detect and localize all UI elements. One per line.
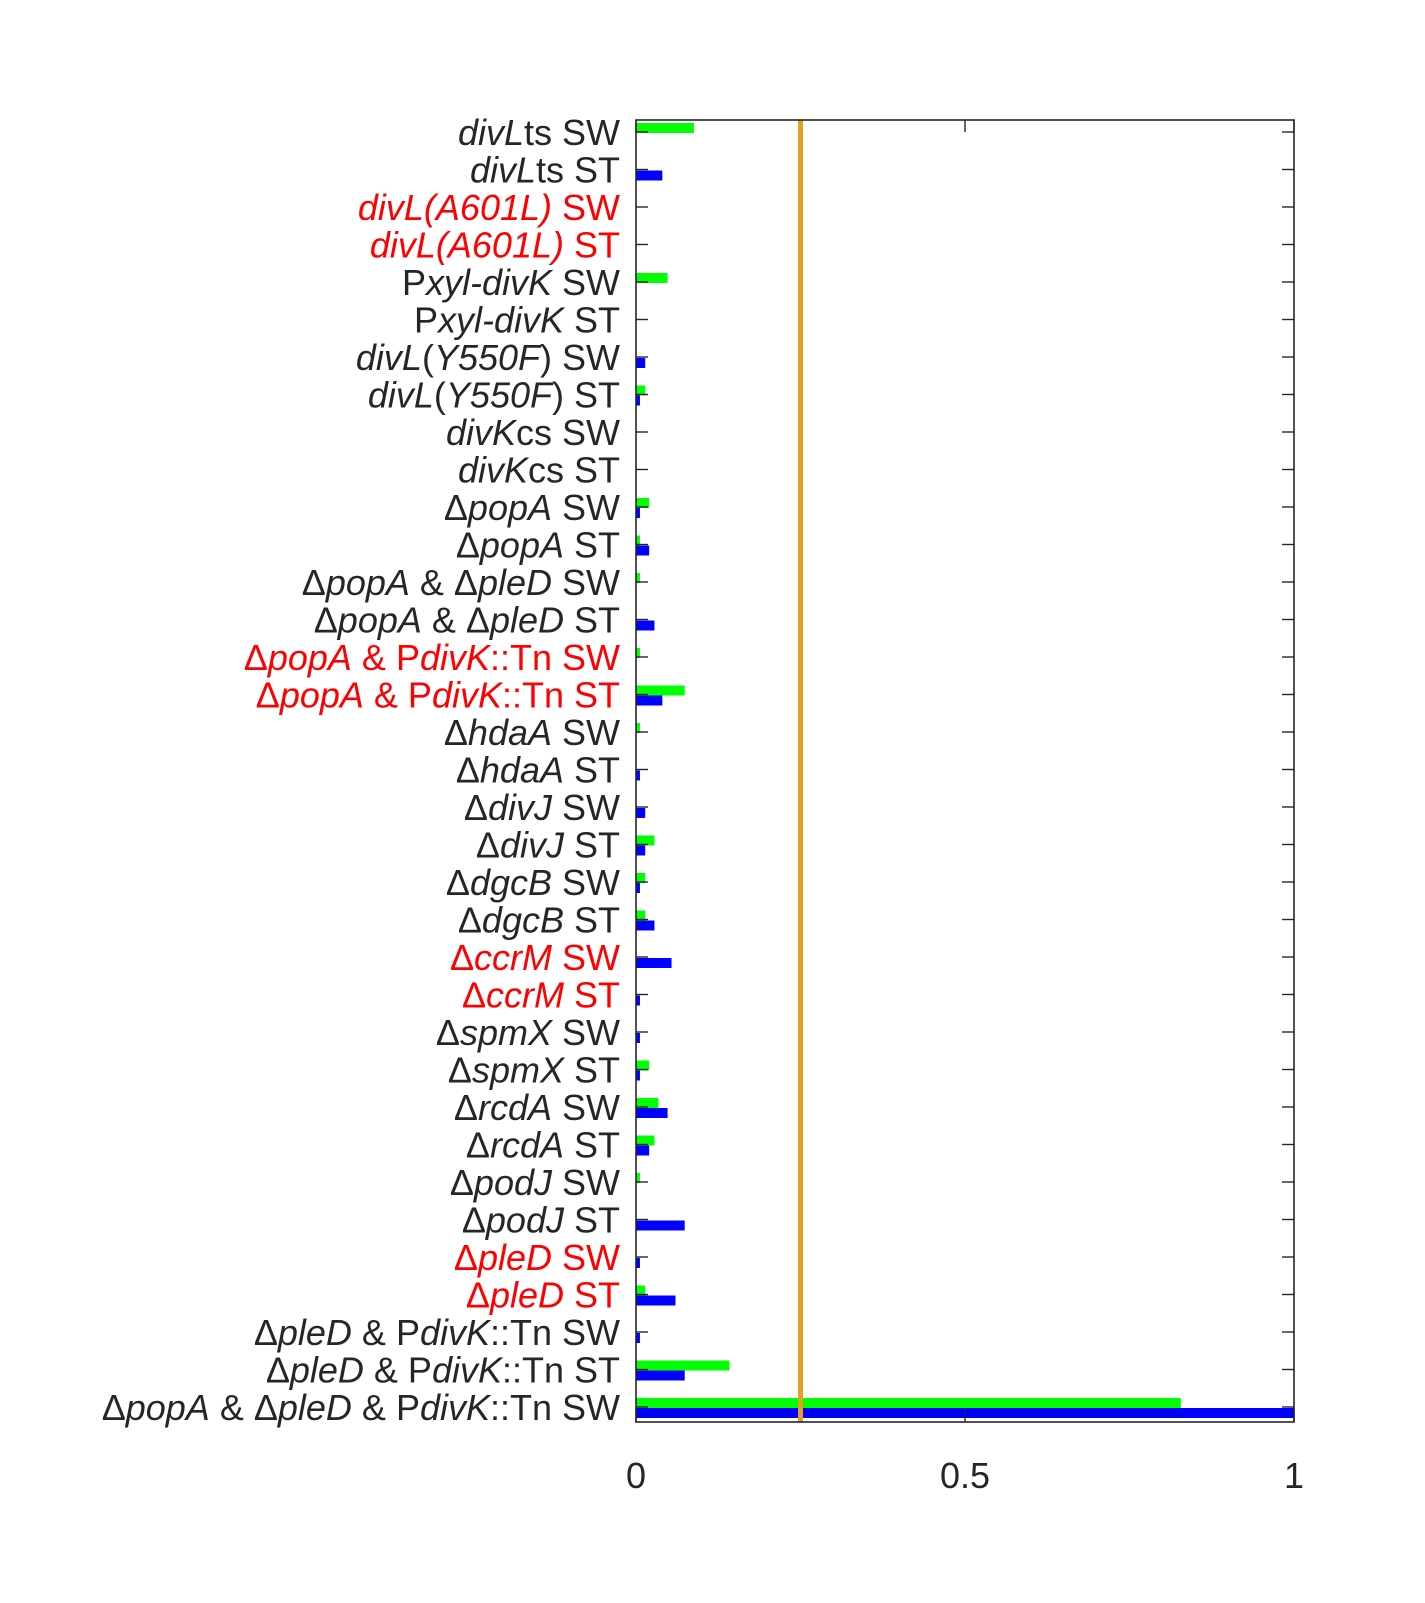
bar-s1-19: [636, 845, 646, 856]
bar-s1-7: [636, 395, 640, 406]
plot-background: [636, 120, 1294, 1422]
category-label-6: divL(Y550F) SW: [356, 337, 620, 378]
bar-s0-12: [636, 573, 640, 583]
category-label-22: ΔccrM SW: [450, 937, 620, 978]
bar-s1-22: [636, 958, 672, 968]
bar-s1-29: [636, 1220, 685, 1231]
category-label-14: ΔpopA & PdivK::Tn SW: [244, 637, 620, 678]
category-label-3: divL(A601L) ST: [370, 225, 620, 266]
category-label-26: ΔrcdA SW: [454, 1087, 620, 1128]
bar-s0-10: [636, 498, 650, 508]
category-label-21: ΔdgcB ST: [458, 900, 620, 941]
category-label-33: ΔpleD & PdivK::Tn ST: [266, 1350, 620, 1391]
bar-s0-33: [636, 1360, 730, 1371]
bar-s1-15: [636, 695, 663, 706]
category-label-8: divKcs SW: [446, 412, 620, 453]
bar-s0-28: [636, 1173, 640, 1183]
category-label-29: ΔpodJ ST: [462, 1200, 620, 1241]
bar-s1-31: [636, 1295, 676, 1306]
bar-s1-26: [636, 1108, 668, 1118]
category-label-0: divLts SW: [458, 112, 620, 153]
category-label-9: divKcs ST: [458, 450, 620, 491]
bar-s0-0: [636, 123, 694, 133]
category-label-27: ΔrcdA ST: [466, 1125, 620, 1166]
x-tick-labels-layer: 0 0.5 1: [626, 1455, 1304, 1496]
bar-s1-6: [636, 358, 646, 368]
bar-s0-4: [636, 273, 668, 283]
category-label-15: ΔpopA & PdivK::Tn ST: [256, 675, 620, 716]
bar-s1-17: [636, 770, 640, 781]
bar-s0-34: [636, 1398, 1181, 1408]
category-label-23: ΔccrM ST: [462, 975, 620, 1016]
bar-s0-21: [636, 910, 646, 921]
bar-s0-20: [636, 873, 646, 883]
bar-s0-11: [636, 535, 640, 546]
bar-s1-13: [636, 620, 655, 631]
category-label-16: ΔhdaA SW: [444, 712, 620, 753]
bar-s0-27: [636, 1135, 655, 1146]
bar-s1-21: [636, 920, 655, 931]
bar-s1-33: [636, 1370, 685, 1381]
axes-layer: [635, 119, 1295, 1423]
category-label-2: divL(A601L) SW: [358, 187, 620, 228]
category-label-32: ΔpleD & PdivK::Tn SW: [254, 1312, 620, 1353]
bar-s0-16: [636, 723, 640, 733]
category-label-5: Pxyl-divK ST: [414, 300, 620, 341]
x-tick-label-0: 0: [626, 1455, 646, 1496]
category-label-20: ΔdgcB SW: [446, 862, 620, 903]
category-label-19: ΔdivJ ST: [476, 825, 620, 866]
category-label-1: divLts ST: [470, 150, 620, 191]
bar-s0-14: [636, 648, 640, 658]
bar-s0-26: [636, 1098, 659, 1108]
bar-s1-18: [636, 808, 646, 818]
bar-s0-25: [636, 1060, 650, 1071]
category-label-7: divL(Y550F) ST: [368, 375, 620, 416]
category-label-13: ΔpopA & ΔpleD ST: [314, 600, 620, 641]
bar-s0-19: [636, 835, 655, 846]
category-label-10: ΔpopA SW: [444, 487, 620, 528]
bar-s1-32: [636, 1333, 640, 1343]
category-label-30: ΔpleD SW: [454, 1237, 620, 1278]
bar-s1-24: [636, 1033, 640, 1043]
category-label-24: ΔspmX SW: [436, 1012, 620, 1053]
x-tick-label-2: 1: [1284, 1455, 1304, 1496]
bar-s1-11: [636, 545, 650, 556]
bar-s1-30: [636, 1258, 640, 1268]
bar-s0-15: [636, 685, 685, 696]
category-label-18: ΔdivJ SW: [464, 787, 620, 828]
category-label-28: ΔpodJ SW: [450, 1162, 620, 1203]
category-label-31: ΔpleD ST: [466, 1275, 620, 1316]
category-label-11: ΔpopA ST: [456, 525, 620, 566]
bar-s1-20: [636, 883, 640, 893]
category-label-4: Pxyl-divK SW: [402, 262, 620, 303]
bar-s1-1: [636, 170, 663, 181]
bar-s1-27: [636, 1145, 650, 1156]
bar-s1-23: [636, 995, 640, 1006]
category-label-17: ΔhdaA ST: [456, 750, 620, 791]
category-label-34: ΔpopA & ΔpleD & PdivK::Tn SW: [102, 1387, 620, 1428]
bar-s1-25: [636, 1070, 640, 1081]
x-tick-label-1: 0.5: [940, 1455, 990, 1496]
bar-s0-7: [636, 385, 646, 396]
category-label-12: ΔpopA & ΔpleD SW: [302, 562, 620, 603]
bar-s0-31: [636, 1285, 646, 1296]
category-label-25: ΔspmX ST: [448, 1050, 620, 1091]
bar-s1-10: [636, 508, 640, 518]
